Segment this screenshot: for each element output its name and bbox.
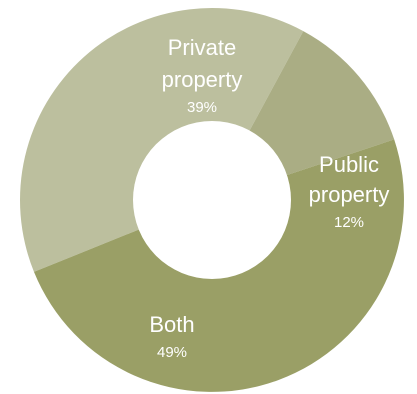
- slice-label-line: property: [309, 182, 390, 207]
- slice-value-label: 12%: [334, 214, 364, 231]
- slice-label-both: Both 49%: [149, 312, 194, 361]
- slice-label-public-property: Public property 12%: [309, 152, 390, 231]
- donut-labels: Private property 39% Public property 12% Both 4…: [149, 35, 389, 361]
- slice-label-line: Public: [319, 152, 379, 177]
- slice-label-private-property: Private property 39%: [162, 35, 243, 116]
- slice-value-label: 39%: [187, 99, 217, 116]
- donut-hole: [133, 121, 291, 279]
- slice-label-line: property: [162, 67, 243, 92]
- slice-label-line: Private: [168, 35, 236, 60]
- slice-value-label: 49%: [157, 344, 187, 361]
- slice-label-line: Both: [149, 312, 194, 337]
